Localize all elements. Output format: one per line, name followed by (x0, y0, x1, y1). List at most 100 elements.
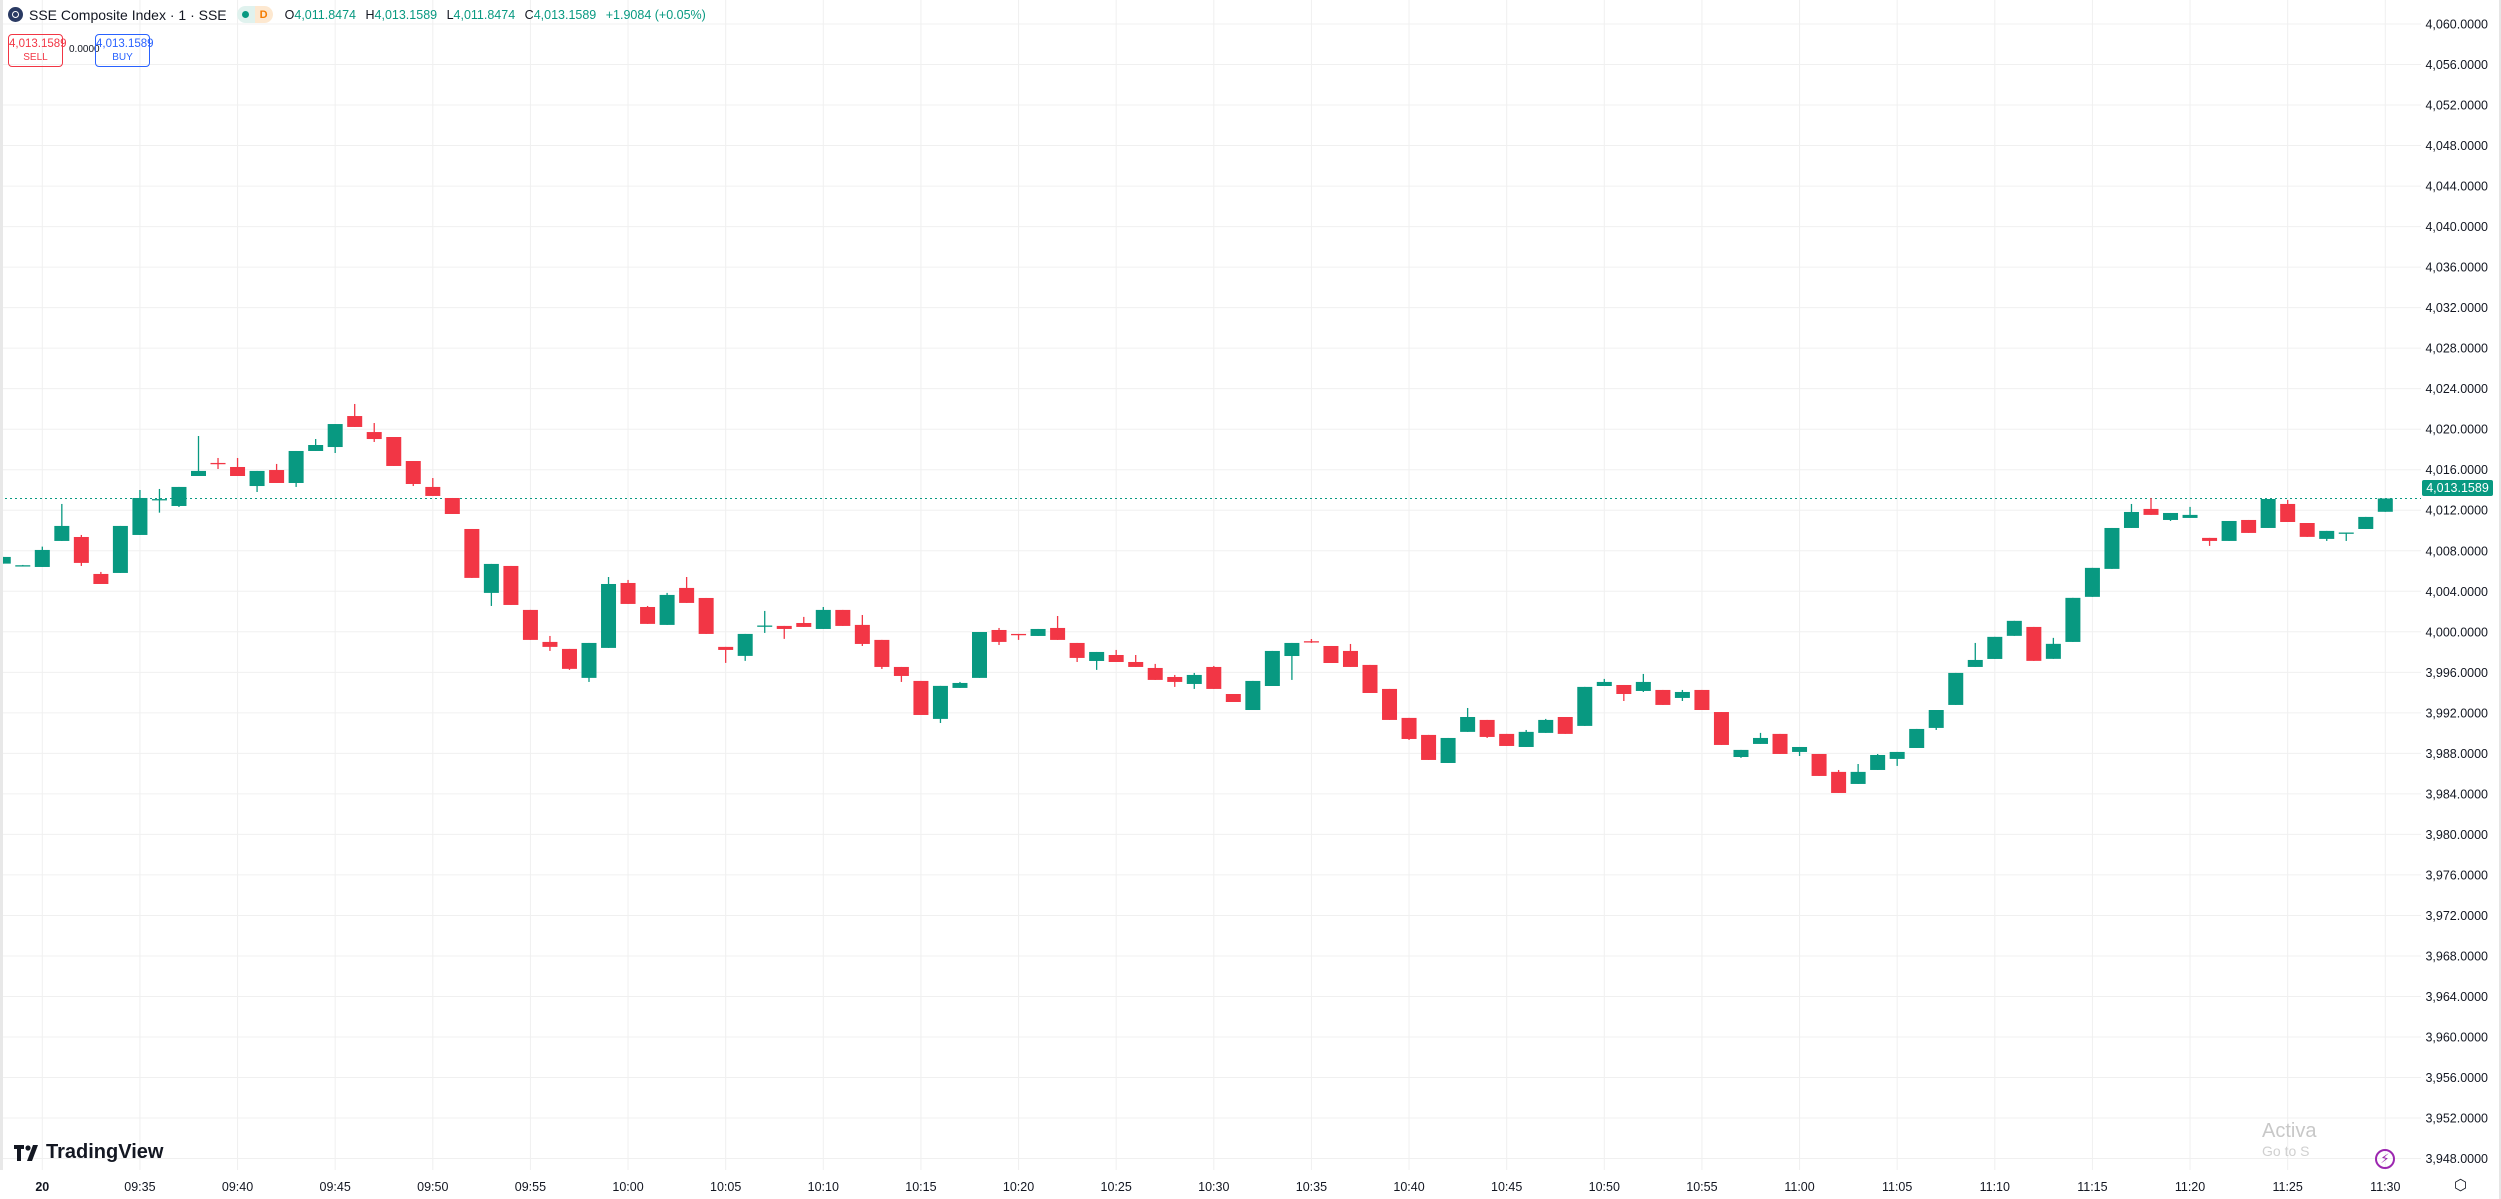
price-tick-label: 4,016.0000 (2425, 463, 2488, 477)
candle-body (308, 445, 324, 451)
candle-body (191, 470, 206, 477)
candle (2202, 537, 2218, 546)
candle-body (347, 416, 363, 427)
candle-body (1050, 627, 1066, 640)
candle-body (249, 470, 265, 487)
price-tick-label: 3,996.0000 (2425, 666, 2488, 680)
price-tick-label: 3,992.0000 (2425, 706, 2488, 720)
close-value: 4,013.1589 (533, 7, 597, 22)
candle (2104, 527, 2120, 569)
candle-body (1909, 728, 1925, 748)
candle (776, 625, 792, 639)
candle (1108, 649, 1124, 662)
candle (1186, 672, 1202, 689)
symbol-title[interactable]: SSE Composite Index · 1 · SSE (29, 6, 227, 23)
candle (327, 424, 343, 454)
candle (1167, 674, 1183, 687)
candle (73, 534, 89, 566)
candle (601, 576, 617, 648)
lightning-icon[interactable]: ⚡︎ (2375, 1149, 2395, 1169)
candle (34, 546, 50, 567)
candle-body (0, 556, 11, 564)
time-tick-label: 10:10 (808, 1180, 839, 1194)
price-tick-label: 4,000.0000 (2425, 625, 2488, 639)
candle (1245, 680, 1261, 711)
candle-body (425, 486, 441, 496)
price-tick-label: 3,964.0000 (2425, 990, 2488, 1004)
candle (2319, 530, 2335, 541)
price-tick-label: 4,036.0000 (2425, 261, 2488, 275)
candle-body (776, 625, 792, 629)
candle-body (2143, 508, 2159, 515)
candle (2163, 512, 2179, 521)
candle-body (1577, 686, 1593, 726)
candle (2045, 637, 2061, 659)
candle (1733, 749, 1749, 758)
candle-body (1089, 651, 1105, 661)
legend-header: SSE Composite Index · 1 · SSE D O4,011.8… (8, 6, 712, 23)
candle (2358, 516, 2374, 529)
candle (1342, 643, 1358, 667)
candle-body (1342, 650, 1358, 667)
time-tick-label: 11:20 (2175, 1180, 2205, 1194)
time-tick-label: 09:50 (417, 1180, 448, 1194)
sell-button[interactable]: 4,013.1589 SELL (8, 34, 67, 67)
candle-body (1382, 688, 1398, 720)
open-value: 4,011.8474 (294, 7, 357, 22)
time-tick-label: 11:00 (1784, 1180, 1814, 1194)
change-value: +1.9084 (+0.05%) (605, 7, 706, 22)
candle (405, 461, 421, 487)
candle (1753, 732, 1768, 744)
price-axis[interactable]: 4,060.0000 4,056.0000 4,052.0000 4,048.0000… (2425, 18, 2488, 1167)
price-tick-label: 3,980.0000 (2425, 828, 2488, 842)
candle (1264, 650, 1280, 686)
buy-label: BUY (112, 52, 133, 63)
candle (659, 592, 675, 625)
tradingview-logo[interactable]: TradingView (14, 1141, 163, 1164)
settings-hexagon-icon[interactable]: ⬡ (2454, 1177, 2468, 1194)
candle-body (2182, 514, 2198, 518)
time-tick-label: 10:00 (612, 1180, 643, 1194)
grid (0, 0, 2421, 1170)
candle (1694, 689, 1710, 711)
candle-body (54, 525, 70, 541)
candle (191, 435, 206, 477)
candle (913, 680, 929, 715)
candle-body (1616, 684, 1632, 694)
candle (893, 666, 909, 682)
time-tick-label: 10:55 (1686, 1180, 1717, 1194)
candle (1284, 642, 1300, 680)
candle-body (972, 632, 987, 678)
open-label: O (284, 7, 295, 22)
price-tick-label: 4,040.0000 (2425, 220, 2488, 234)
candle (1401, 717, 1417, 740)
candle-body (2202, 537, 2218, 541)
candle (210, 457, 226, 470)
candle (1382, 688, 1398, 720)
candle (1577, 686, 1593, 726)
candle-body (991, 629, 1007, 642)
candle (1011, 633, 1027, 640)
left-border (0, 0, 3, 1170)
candle (1792, 746, 1808, 756)
candle (2338, 532, 2354, 541)
candle-body (1928, 710, 1944, 728)
candle-body (581, 642, 597, 678)
buy-button[interactable]: 4,013.1589 BUY (95, 34, 154, 67)
time-tick-label: 10:05 (710, 1180, 741, 1194)
candle-body (1264, 650, 1280, 686)
candle-body (1889, 751, 1905, 759)
candle-body (1811, 753, 1827, 776)
current-price-tag: 4,013.1589 (2422, 480, 2493, 496)
time-axis[interactable]: 20 09:35 09:40 09:45 09:50 09:55 10:00 10:05 10:… (35, 1180, 2400, 1194)
price-tick-label: 3,956.0000 (2425, 1071, 2488, 1085)
candle-body (1284, 642, 1300, 657)
market-status-badge[interactable]: D (236, 6, 273, 23)
time-tick-label: 10:45 (1491, 1180, 1522, 1194)
time-tick-label: 10:35 (1296, 1180, 1327, 1194)
candle (1089, 651, 1105, 670)
candle-body (2163, 512, 2179, 520)
time-tick-label: 11:10 (1980, 1180, 2010, 1194)
candle (698, 597, 714, 634)
